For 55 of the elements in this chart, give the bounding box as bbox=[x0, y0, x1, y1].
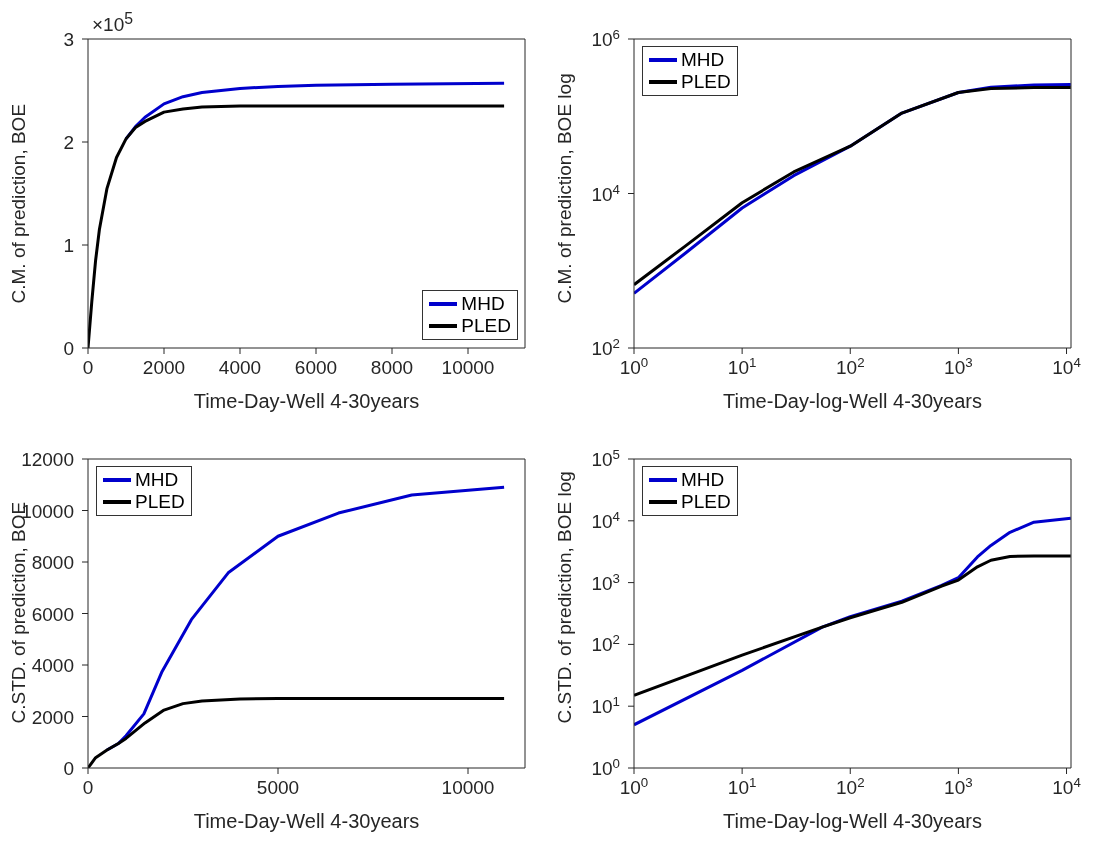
y-axis-title: C.M. of prediction, BOE log bbox=[553, 73, 575, 304]
y-axis-title: C.M. of prediction, BOE bbox=[7, 103, 29, 304]
legend-label: MHD bbox=[461, 293, 505, 315]
y-tick-label: 10$^{2}$ bbox=[591, 631, 620, 656]
x-tick-label: 6000 bbox=[294, 357, 338, 378]
legend-label: PLED bbox=[135, 491, 185, 513]
x-tick-label: 10000 bbox=[441, 777, 495, 798]
y-tick-label: 3 bbox=[63, 29, 74, 50]
line-series bbox=[88, 696, 506, 768]
x-tick-label: 10$^{0}$ bbox=[619, 774, 649, 798]
y-tick-label: 6000 bbox=[31, 603, 74, 625]
x-tick-label: 10$^{3}$ bbox=[944, 354, 973, 378]
x-tick-label: 8000 bbox=[370, 357, 414, 378]
y-tick-label: 10$^{4}$ bbox=[591, 181, 620, 205]
y-tick-label: 10$^{2}$ bbox=[591, 335, 620, 359]
y-tick-label: 10$^{4}$ bbox=[591, 508, 620, 532]
x-tick-label: 5000 bbox=[256, 777, 300, 798]
legend-label: MHD bbox=[681, 49, 725, 71]
x-tick-label: 10$^{1}$ bbox=[727, 354, 757, 378]
x-tick-label: 0 bbox=[82, 777, 94, 798]
y-tick-label: 12000 bbox=[21, 449, 74, 470]
y-axis-title: C.STD. of prediction, BOE log bbox=[553, 471, 575, 724]
y-tick-label: 8000 bbox=[31, 552, 74, 573]
y-tick-label: 10$^{5}$ bbox=[591, 446, 620, 470]
y-tick-label: 2000 bbox=[31, 706, 74, 728]
x-tick-label: 4000 bbox=[218, 357, 262, 378]
text: ×10$^{5}$ bbox=[92, 10, 134, 37]
x-tick-label: 10$^{3}$ bbox=[944, 774, 973, 798]
y-tick-label: 10$^{3}$ bbox=[591, 570, 620, 594]
legend-label: PLED bbox=[461, 315, 511, 337]
x-axis-title: Time-Day-Well 4-30years bbox=[193, 390, 420, 412]
x-tick-label: 10000 bbox=[441, 357, 495, 378]
y-tick-label: 10$^{6}$ bbox=[591, 26, 620, 50]
y-tick-label: 0 bbox=[63, 338, 74, 359]
x-axis-title: Time-Day-log-Well 4-30years bbox=[723, 390, 982, 412]
x-tick-label: 0 bbox=[82, 357, 94, 378]
x-tick-label: 10$^{4}$ bbox=[1052, 354, 1081, 378]
x-tick-label: 2000 bbox=[142, 357, 186, 378]
x-tick-label: 10$^{4}$ bbox=[1052, 774, 1081, 798]
y-tick-label: 10$^{0}$ bbox=[591, 755, 620, 779]
legend-label: PLED bbox=[681, 71, 731, 93]
x-tick-label: 10$^{1}$ bbox=[727, 774, 757, 798]
x-tick-label: 10$^{0}$ bbox=[619, 354, 649, 378]
x-tick-label: 10$^{2}$ bbox=[835, 354, 865, 378]
legend-label: MHD bbox=[135, 469, 179, 491]
y-tick-label: 4000 bbox=[31, 655, 74, 676]
y-tick-label: 1 bbox=[63, 235, 74, 256]
y-tick-label: 10$^{1}$ bbox=[591, 693, 620, 718]
y-tick-label: 0 bbox=[63, 758, 74, 779]
legend-label: MHD bbox=[681, 469, 725, 491]
x-axis-title: Time-Day-Well 4-30years bbox=[193, 810, 420, 832]
x-axis-title: Time-Day-log-Well 4-30years bbox=[723, 810, 982, 832]
x-tick-label: 10$^{2}$ bbox=[835, 774, 865, 798]
y-tick-label: 2 bbox=[63, 132, 74, 153]
legend-label: PLED bbox=[681, 491, 731, 513]
